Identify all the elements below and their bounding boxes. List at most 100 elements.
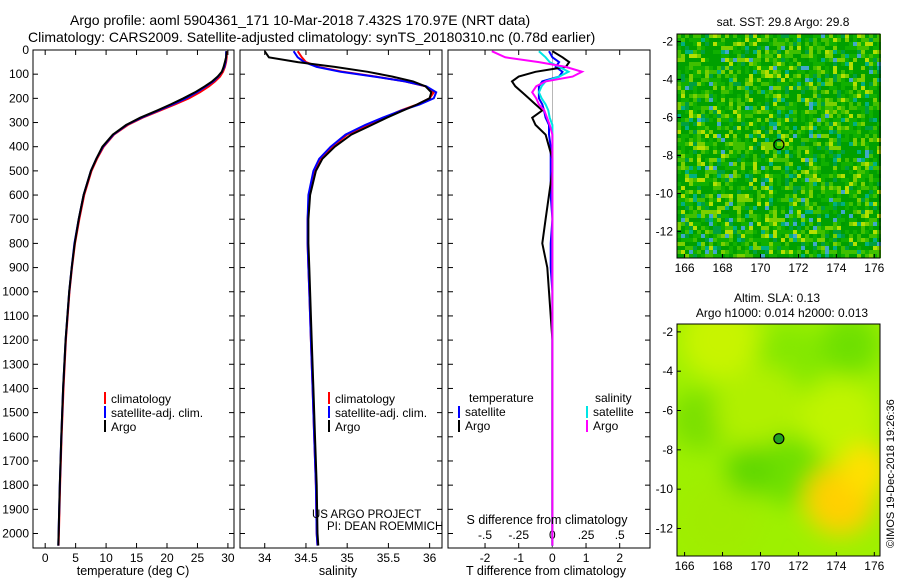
sst-cell — [833, 222, 837, 226]
sst-cell — [785, 166, 789, 170]
sst-cell — [829, 162, 833, 166]
sst-cell — [781, 58, 785, 62]
sst-cell — [701, 234, 705, 238]
sst-cell — [837, 138, 841, 142]
sst-cell — [801, 42, 805, 46]
sst-cell — [745, 222, 749, 226]
sst-cell — [865, 54, 869, 58]
sst-cell — [801, 78, 805, 82]
sst-cell — [713, 106, 717, 110]
sst-cell — [697, 54, 701, 58]
sst-cell — [757, 242, 761, 246]
sst-cell — [861, 66, 865, 70]
sst-cell — [705, 150, 709, 154]
sst-cell — [749, 198, 753, 202]
sst-cell — [853, 102, 857, 106]
sst-cell — [725, 38, 729, 42]
sst-cell — [797, 34, 801, 38]
sst-cell — [685, 178, 689, 182]
sst-cell — [777, 206, 781, 210]
sst-cell — [789, 102, 793, 106]
sst-cell — [757, 58, 761, 62]
sst-cell — [713, 62, 717, 66]
sst-cell — [721, 130, 725, 134]
sst-cell — [705, 230, 709, 234]
sst-cell — [809, 94, 813, 98]
sst-cell — [861, 194, 865, 198]
sst-cell — [849, 226, 853, 230]
sst-cell — [805, 194, 809, 198]
sst-cell — [821, 50, 825, 54]
sst-cell — [833, 142, 837, 146]
sst-cell — [849, 206, 853, 210]
sst-cell — [873, 214, 877, 218]
sst-cell — [857, 170, 861, 174]
sst-cell — [697, 214, 701, 218]
legend-swatch-s-satellite — [586, 406, 588, 418]
sst-cell — [693, 222, 697, 226]
sst-cell — [805, 198, 809, 202]
sst-cell — [689, 226, 693, 230]
sst-cell — [749, 178, 753, 182]
sst-cell — [801, 214, 805, 218]
sst-cell — [845, 162, 849, 166]
sst-cell — [741, 254, 745, 258]
sst-cell — [793, 194, 797, 198]
sst-cell — [697, 122, 701, 126]
sst-cell — [845, 146, 849, 150]
depth-tick-label: 1800 — [2, 478, 29, 492]
sst-cell — [705, 38, 709, 42]
sst-cell — [785, 190, 789, 194]
sst-cell — [749, 222, 753, 226]
sst-cell — [753, 102, 757, 106]
sst-cell — [781, 210, 785, 214]
sst-cell — [697, 134, 701, 138]
sst-cell — [821, 158, 825, 162]
sst-cell — [873, 198, 877, 202]
sst-cell — [841, 186, 845, 190]
sst-cell — [841, 98, 845, 102]
sst-cell — [681, 234, 685, 238]
sst-cell — [861, 158, 865, 162]
sst-cell — [833, 166, 837, 170]
sst-cell — [809, 182, 813, 186]
sst-cell — [857, 150, 861, 154]
sst-cell — [869, 50, 873, 54]
sst-cell — [765, 162, 769, 166]
sst-cell — [857, 106, 861, 110]
sst-cell — [801, 134, 805, 138]
sst-cell — [689, 66, 693, 70]
sst-cell — [877, 34, 881, 38]
sst-cell — [753, 130, 757, 134]
sst-cell — [757, 66, 761, 70]
sst-cell — [757, 46, 761, 50]
sst-cell — [853, 178, 857, 182]
sst-cell — [685, 38, 689, 42]
sst-cell — [721, 182, 725, 186]
sst-cell — [777, 110, 781, 114]
sst-cell — [877, 166, 881, 170]
sst-cell — [837, 182, 841, 186]
sst-cell — [813, 126, 817, 130]
sst-cell — [873, 166, 877, 170]
sst-cell — [853, 154, 857, 158]
sst-cell — [789, 246, 793, 250]
sst-cell — [765, 202, 769, 206]
sst-cell — [833, 50, 837, 54]
sst-cell — [849, 114, 853, 118]
sst-cell — [717, 110, 721, 114]
sst-cell — [793, 234, 797, 238]
sst-cell — [837, 34, 841, 38]
sst-cell — [805, 130, 809, 134]
sst-cell — [785, 226, 789, 230]
sst-cell — [857, 74, 861, 78]
sst-cell — [685, 122, 689, 126]
sst-cell — [757, 142, 761, 146]
sst-cell — [869, 246, 873, 250]
sst-cell — [693, 50, 697, 54]
sst-cell — [701, 158, 705, 162]
sst-cell — [681, 62, 685, 66]
sst-cell — [853, 210, 857, 214]
sst-cell — [829, 34, 833, 38]
sst-cell — [797, 62, 801, 66]
